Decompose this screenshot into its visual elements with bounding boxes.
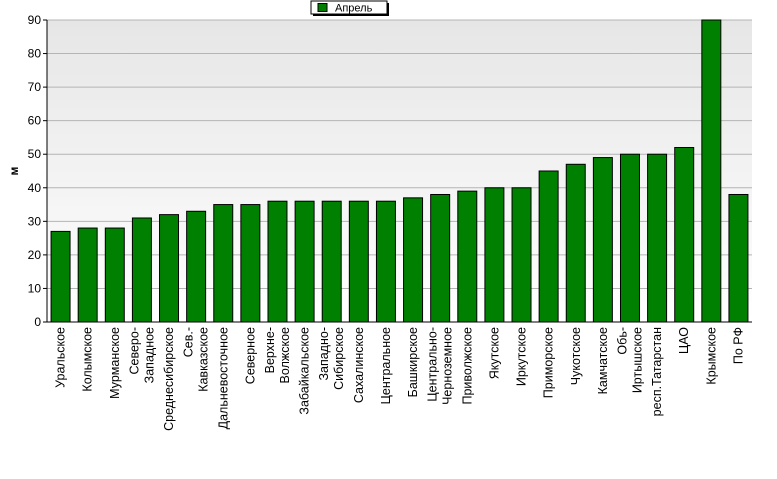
- y-tick-label: 50: [28, 147, 42, 161]
- x-category-label: Приволжское: [460, 327, 474, 405]
- x-category-label: Уральское: [54, 327, 68, 388]
- x-category-label: Центральное: [379, 327, 393, 404]
- bar: [647, 153, 668, 323]
- y-tick-labels: 0 10 20 30 40 50 60 70 80 90: [28, 13, 42, 329]
- bar: [159, 214, 180, 323]
- x-category-label: Обь-Иртышское: [615, 327, 644, 393]
- bar: [77, 227, 98, 323]
- x-category-label: Башкирское: [406, 327, 420, 397]
- bar: [674, 147, 695, 323]
- x-category-label: Приморское: [542, 327, 556, 398]
- y-tick-label: 0: [34, 315, 41, 329]
- bar: [375, 200, 396, 323]
- legend: Апрель: [310, 0, 389, 16]
- y-axis-title: м: [7, 166, 21, 175]
- bar: [213, 204, 234, 323]
- x-category-label: Сахалинское: [352, 327, 366, 403]
- y-tick-label: 80: [28, 47, 42, 61]
- y-tick-label: 40: [28, 181, 42, 195]
- bar: [321, 200, 342, 323]
- bar: [294, 200, 315, 323]
- x-category-label: Дальневосточное: [216, 327, 230, 429]
- bar: [701, 19, 722, 323]
- bar: [186, 210, 207, 323]
- bar: [104, 227, 125, 323]
- x-category-label: Северное: [243, 327, 257, 384]
- x-category-label: Якутское: [487, 327, 501, 379]
- bar: [430, 193, 451, 323]
- y-tick-label: 20: [28, 248, 42, 262]
- x-category-label: По РФ: [731, 327, 745, 364]
- y-tick-label: 30: [28, 214, 42, 228]
- x-category-label: Чукотское: [569, 327, 583, 385]
- legend-swatch: [317, 3, 328, 12]
- x-category-labels: Уральское Колымское Мурманское Северо-Запад…: [54, 327, 746, 431]
- bars: [50, 19, 749, 323]
- x-category-label: Верхне-Волжское: [263, 327, 292, 383]
- x-category-label: ЦАО: [677, 327, 691, 354]
- y-tick-label: 60: [28, 114, 42, 128]
- y-tick-label: 10: [28, 281, 42, 295]
- bar: [592, 157, 613, 323]
- x-category-label: респ.Татарстан: [650, 327, 664, 416]
- x-category-label: Центрально-Черноземное: [426, 327, 455, 405]
- legend-label: Апрель: [335, 3, 373, 15]
- bar: [240, 204, 261, 323]
- axes: [43, 19, 752, 323]
- bar: [403, 197, 424, 323]
- bar: [267, 200, 288, 323]
- plot-background: [47, 20, 752, 322]
- bar: [348, 200, 369, 323]
- x-category-label: Крымское: [704, 327, 718, 385]
- bar: [511, 187, 532, 323]
- x-category-label: Камчатское: [596, 327, 610, 394]
- x-category-label: Сев.-Кавказское: [182, 327, 211, 392]
- bar: [50, 230, 71, 323]
- bar: [457, 190, 478, 323]
- bar: [565, 163, 586, 323]
- bar: [728, 193, 749, 323]
- y-tick-label: 90: [28, 13, 42, 27]
- x-category-label: Забайкальское: [298, 327, 312, 415]
- bar: [484, 187, 505, 323]
- x-category-label: Мурманское: [108, 327, 122, 399]
- x-category-label: Колымское: [81, 327, 95, 392]
- bar: [619, 153, 640, 323]
- bar: [538, 170, 559, 323]
- x-category-label: Западно-Сибирское: [317, 327, 346, 390]
- x-category-label: Северо-Западное: [127, 327, 156, 383]
- x-category-label: Среднесибирское: [162, 327, 176, 431]
- y-tick-label: 70: [28, 80, 42, 94]
- x-category-label: Иркутское: [515, 327, 529, 386]
- bar: [131, 217, 152, 323]
- legend-box: [310, 0, 388, 15]
